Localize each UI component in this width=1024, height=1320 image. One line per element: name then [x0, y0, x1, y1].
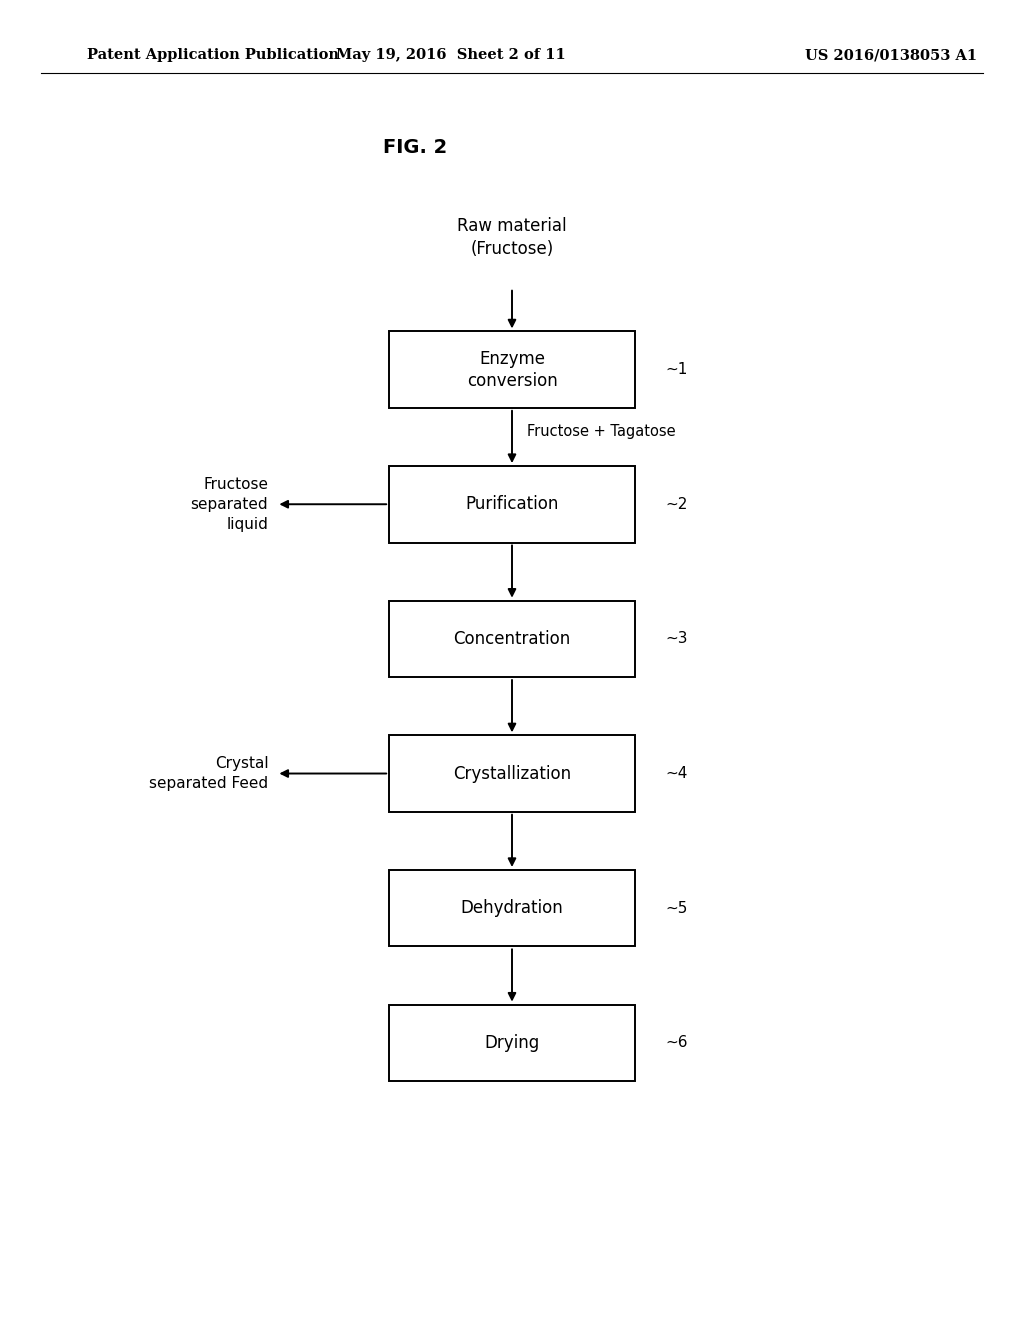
Text: Crystallization: Crystallization: [453, 764, 571, 783]
Text: Fructose + Tagatose: Fructose + Tagatose: [527, 424, 676, 440]
Text: US 2016/0138053 A1: US 2016/0138053 A1: [805, 49, 977, 62]
Text: Enzyme
conversion: Enzyme conversion: [467, 350, 557, 389]
Text: ∼2: ∼2: [666, 496, 688, 512]
Text: Fructose
separated
liquid: Fructose separated liquid: [190, 477, 268, 532]
Text: ∼1: ∼1: [666, 362, 688, 378]
Text: Concentration: Concentration: [454, 630, 570, 648]
Text: Patent Application Publication: Patent Application Publication: [87, 49, 339, 62]
Text: ∼6: ∼6: [666, 1035, 688, 1051]
Text: Drying: Drying: [484, 1034, 540, 1052]
Bar: [389, 735, 635, 812]
Text: ∼5: ∼5: [666, 900, 688, 916]
Bar: [389, 1005, 635, 1081]
Text: May 19, 2016  Sheet 2 of 11: May 19, 2016 Sheet 2 of 11: [336, 49, 565, 62]
Text: ∼4: ∼4: [666, 766, 688, 781]
Bar: [389, 466, 635, 543]
Bar: [389, 331, 635, 408]
Text: Dehydration: Dehydration: [461, 899, 563, 917]
Text: Crystal
separated Feed: Crystal separated Feed: [150, 756, 268, 791]
Bar: [389, 601, 635, 677]
Text: Purification: Purification: [465, 495, 559, 513]
Text: Raw material
(Fructose): Raw material (Fructose): [457, 216, 567, 259]
Text: FIG. 2: FIG. 2: [383, 139, 446, 157]
Text: ∼3: ∼3: [666, 631, 688, 647]
Bar: [389, 870, 635, 946]
